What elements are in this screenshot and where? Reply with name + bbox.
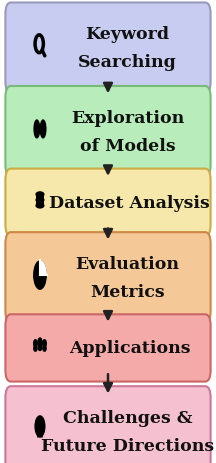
Ellipse shape [36,204,44,208]
Polygon shape [36,195,44,206]
Text: Metrics: Metrics [90,283,165,300]
Circle shape [38,338,42,346]
Circle shape [43,340,46,348]
Ellipse shape [36,198,44,203]
Circle shape [33,261,47,290]
Text: Evaluation: Evaluation [75,256,179,272]
Ellipse shape [36,193,44,197]
FancyBboxPatch shape [5,232,211,323]
Ellipse shape [34,346,37,351]
Ellipse shape [40,121,46,138]
Ellipse shape [34,121,40,138]
Wedge shape [40,261,47,275]
FancyBboxPatch shape [5,386,211,463]
Text: Dataset Analysis: Dataset Analysis [49,194,210,211]
FancyBboxPatch shape [5,87,211,177]
Text: Applications: Applications [69,340,190,357]
Text: Searching: Searching [78,54,177,71]
Text: Challenges &: Challenges & [63,409,192,426]
Ellipse shape [38,345,42,351]
Text: Exploration: Exploration [71,110,184,126]
FancyBboxPatch shape [5,3,211,94]
Circle shape [35,416,45,437]
Text: Keyword: Keyword [86,26,169,43]
Text: Future Directions: Future Directions [41,437,214,454]
FancyBboxPatch shape [5,315,211,382]
FancyBboxPatch shape [5,169,211,236]
Ellipse shape [43,346,46,351]
Circle shape [34,340,37,348]
Polygon shape [37,432,43,438]
Text: of Models: of Models [80,138,175,154]
